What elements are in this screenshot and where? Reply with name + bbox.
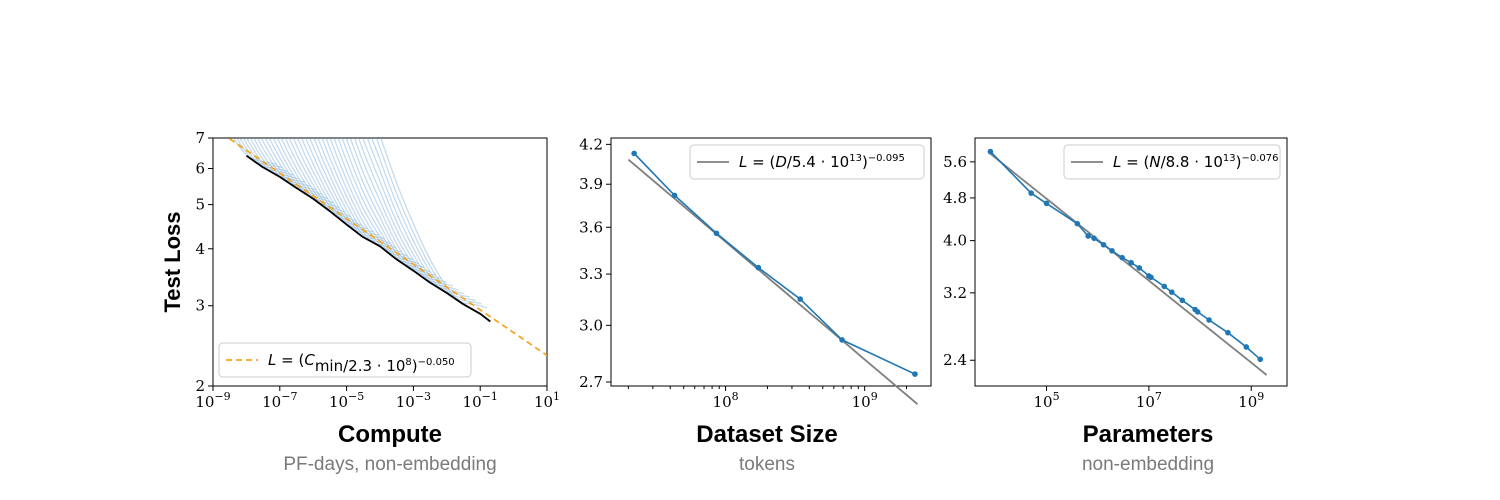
x-tick-label: 109 bbox=[1238, 390, 1264, 411]
x-tick-label: 10−9 bbox=[195, 390, 230, 411]
parameters-point bbox=[1161, 283, 1168, 290]
parameters-point bbox=[1109, 247, 1115, 254]
parameters-point bbox=[1028, 190, 1034, 196]
parameters-point bbox=[1206, 317, 1212, 323]
parameters-point bbox=[1257, 356, 1264, 363]
x-tick-label: 108 bbox=[713, 390, 739, 411]
parameters-series bbox=[987, 148, 1264, 363]
y-tick-label: 3.3 bbox=[579, 265, 603, 283]
dataset-x-axis-label: Dataset Size bbox=[696, 421, 837, 448]
dataset-x-axis-subtitle: tokens bbox=[739, 454, 795, 475]
compute-frontier-line bbox=[245, 154, 491, 323]
x-tick-label: 10−3 bbox=[396, 390, 431, 411]
parameters-point bbox=[1243, 344, 1250, 350]
parameters-panel: 105 107 109 2.4 3.2 4.0 4.8 5.6 L = (N/8.8 · 10… bbox=[943, 137, 1288, 475]
dataset-point bbox=[671, 192, 678, 199]
y-tick-label: 3 bbox=[195, 297, 205, 315]
dataset-fit-line bbox=[627, 158, 919, 405]
training-run-curve bbox=[380, 138, 488, 309]
compute-x-axis-label: Compute bbox=[338, 421, 442, 448]
y-tick-label: 3.2 bbox=[943, 284, 967, 302]
y-tick-label: 4.0 bbox=[943, 232, 967, 250]
parameters-point bbox=[1179, 297, 1186, 304]
parameters-point bbox=[1043, 200, 1050, 207]
parameters-x-axis-label: Parameters bbox=[1083, 421, 1214, 448]
x-tick-label: 10−7 bbox=[262, 390, 297, 411]
legend-label: L = (Cmin/2.3 · 108)−0.050 bbox=[268, 351, 455, 375]
x-tick-label: 105 bbox=[1033, 390, 1059, 411]
parameters-point bbox=[1085, 233, 1091, 239]
dataset-point bbox=[713, 230, 720, 237]
y-tick-label: 2.7 bbox=[579, 373, 603, 391]
compute-fit-curve bbox=[226, 138, 547, 357]
legend-box bbox=[1063, 144, 1281, 180]
y-tick-label: 4 bbox=[195, 240, 205, 258]
parameters-point bbox=[1119, 254, 1125, 261]
dataset-series bbox=[631, 150, 918, 377]
dataset-point bbox=[631, 150, 637, 157]
x-tick-label: 107 bbox=[1136, 390, 1162, 411]
compute-frontier-curve bbox=[245, 154, 491, 323]
y-tick-label: 3.0 bbox=[579, 316, 603, 334]
training-run-curve bbox=[329, 138, 419, 265]
y-tick-label: 4.8 bbox=[943, 189, 967, 207]
y-tick-label: 6 bbox=[195, 160, 205, 178]
y-tick-label: 3.9 bbox=[579, 175, 603, 193]
parameters-point bbox=[1225, 329, 1231, 336]
compute-x-axis-subtitle: PF-days, non-embedding bbox=[283, 454, 496, 475]
parameters-point bbox=[1148, 274, 1154, 281]
parameters-fit-curve bbox=[988, 151, 1268, 376]
parameters-series-line bbox=[989, 151, 1261, 360]
x-tick-label: 10−5 bbox=[329, 390, 364, 411]
x-tick-label: 109 bbox=[852, 390, 878, 411]
compute-y-axis-label: Test Loss bbox=[160, 211, 185, 312]
legend-box bbox=[218, 342, 472, 378]
parameters-point bbox=[1128, 259, 1134, 266]
compute-ticks: 10−9 10−7 10−5 10−3 10−1 101 2 3 4 5 6 7 bbox=[195, 129, 560, 411]
compute-fit-line bbox=[226, 138, 547, 357]
y-tick-label: 5 bbox=[195, 196, 205, 214]
parameters-point bbox=[1074, 220, 1081, 227]
dataset-plot-frame bbox=[610, 137, 932, 387]
parameters-point bbox=[1168, 289, 1175, 295]
x-tick-label: 101 bbox=[534, 390, 560, 411]
legend-box bbox=[689, 144, 925, 180]
dataset-point bbox=[839, 337, 845, 343]
dataset-legend: L = (D/5.4 · 1013)−0.095 bbox=[689, 144, 925, 180]
legend-label: L = (N/8.8 · 1013)−0.076 bbox=[1113, 153, 1278, 171]
y-tick-label: 7 bbox=[195, 129, 205, 147]
training-run-curve bbox=[325, 138, 414, 261]
parameters-point bbox=[1100, 241, 1107, 248]
dataset-point bbox=[797, 296, 803, 302]
y-tick-label: 4.2 bbox=[579, 135, 603, 153]
parameters-fit-line bbox=[988, 151, 1268, 376]
dataset-series-line bbox=[633, 152, 916, 375]
dataset-panel: 108 109 2.7 3.0 3.3 3.6 3.9 4.2 L = (D/5.4 · 10… bbox=[579, 135, 932, 475]
parameters-point bbox=[1091, 235, 1097, 242]
y-tick-label: 3.6 bbox=[579, 218, 603, 236]
dataset-fit-curve bbox=[627, 158, 919, 405]
y-tick-label: 2.4 bbox=[943, 351, 967, 369]
parameters-point bbox=[1136, 265, 1143, 271]
y-tick-label: 5.6 bbox=[943, 153, 967, 171]
dataset-ticks: 108 109 2.7 3.0 3.3 3.6 3.9 4.2 bbox=[579, 135, 908, 411]
compute-plot-frame bbox=[212, 137, 548, 387]
compute-legend: L = (Cmin/2.3 · 108)−0.050 bbox=[218, 342, 472, 378]
x-tick-label: 10−1 bbox=[463, 390, 498, 411]
compute-panel: 10−9 10−7 10−5 10−3 10−1 101 2 3 4 5 6 7 L = (Cmin/… bbox=[160, 129, 560, 475]
training-run-curve bbox=[268, 138, 334, 204]
parameters-point bbox=[987, 148, 994, 155]
parameters-legend: L = (N/8.8 · 1013)−0.076 bbox=[1063, 144, 1281, 180]
dataset-point bbox=[912, 371, 918, 377]
parameters-point bbox=[1194, 309, 1201, 315]
parameters-ticks: 105 107 109 2.4 3.2 4.0 4.8 5.6 bbox=[943, 153, 1264, 411]
parameters-x-axis-subtitle: non-embedding bbox=[1082, 454, 1214, 475]
parameters-plot-frame bbox=[974, 137, 1288, 387]
y-tick-label: 2 bbox=[195, 377, 205, 395]
legend-label: L = (D/5.4 · 1013)−0.095 bbox=[739, 153, 905, 171]
dataset-point bbox=[755, 264, 762, 271]
training-run-curve bbox=[253, 138, 311, 187]
